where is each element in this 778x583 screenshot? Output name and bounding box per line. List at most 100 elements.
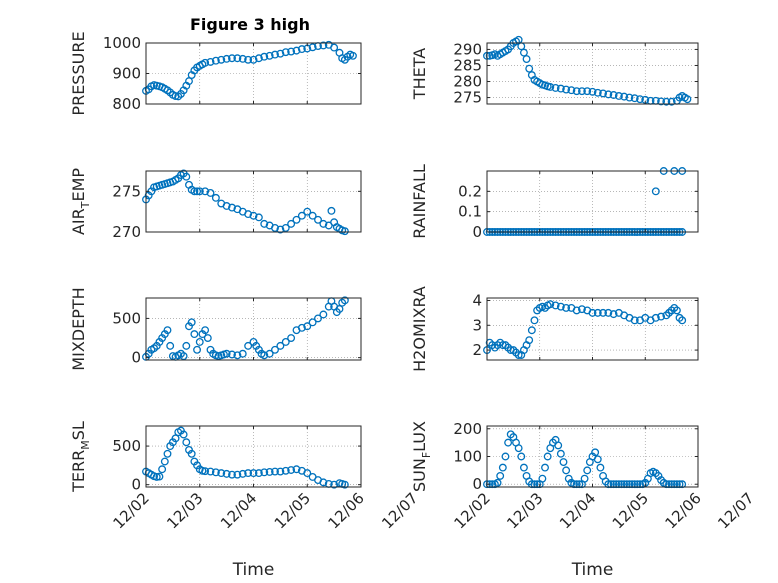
data-point (198, 466, 207, 475)
y-tick-label: 275 (453, 89, 482, 107)
data-point (651, 313, 660, 322)
panel-mixdepth: 0 500 MIXDEPTH (69, 287, 362, 371)
data-point (271, 345, 279, 354)
data-point (228, 350, 236, 359)
y-tick-label: 285 (453, 56, 482, 74)
y-tick-label: 500 (112, 437, 141, 455)
data-point (187, 318, 196, 327)
y-tick-label: 0.2 (458, 182, 482, 200)
data-point (609, 310, 618, 319)
data-point (217, 469, 226, 478)
y-tick-label: 275 (112, 182, 141, 200)
data-point (260, 351, 269, 360)
data-point (617, 480, 626, 489)
data-point (562, 466, 571, 475)
data-point (308, 43, 317, 52)
data-point (572, 87, 581, 96)
data-point (628, 480, 637, 489)
data-point (335, 305, 344, 313)
data-point (233, 351, 242, 360)
data-point (195, 187, 204, 196)
data-point (683, 95, 692, 104)
data-point (593, 455, 602, 464)
data-point (276, 341, 285, 350)
data-point (599, 89, 607, 98)
data-point (195, 337, 204, 346)
y-tick-label: 100 (453, 448, 482, 466)
data-point (281, 223, 290, 232)
data-point (662, 480, 671, 489)
data-point (636, 480, 644, 489)
y-tick-label: 0 (131, 476, 141, 494)
y-axis-label: RAINFALL (410, 164, 429, 239)
y-tick-label: 1000 (103, 34, 141, 52)
data-point (281, 466, 290, 475)
data-point (265, 467, 274, 476)
data-point (591, 448, 600, 457)
data-point (556, 449, 565, 458)
data-point (554, 441, 563, 450)
data-point (678, 316, 687, 325)
data-point (297, 45, 306, 54)
data-point (340, 227, 349, 236)
y-axis-label: AIRTEMP (69, 168, 92, 235)
y-tick-label: 0 (472, 475, 482, 493)
x-tick-label: 12/03 (163, 489, 206, 532)
panel-h2omixra: 2 3 4 H2OMIXRA (410, 286, 699, 372)
x-axis-label: Time (571, 560, 614, 580)
x-tick-label: 12/03 (503, 489, 546, 532)
data-point (211, 193, 220, 202)
data-point (620, 480, 629, 489)
data-point (297, 323, 306, 332)
y-tick-label: 3 (472, 316, 482, 334)
data-point (614, 480, 623, 489)
data-point (166, 341, 175, 350)
data-point (287, 219, 296, 228)
data-point (179, 352, 188, 361)
panel-sun_flux: 0 100 200 SUNFLUX 12/02 12/03 12/04 12/05 12/06 1… (410, 420, 758, 580)
data-point (244, 341, 253, 350)
data-point (583, 87, 592, 96)
data-point (233, 54, 242, 63)
data-point (575, 480, 584, 489)
x-tick-label: 12/02 (110, 489, 153, 532)
data-point (187, 449, 196, 458)
data-point (222, 469, 231, 478)
data-point (567, 86, 576, 95)
data-point (612, 480, 621, 489)
data-point (249, 55, 258, 64)
x-tick-label: 12/06 (662, 489, 705, 532)
data-point (514, 444, 523, 453)
y-axis-label: PRESSURE (69, 31, 88, 115)
x-tick-label: 12/04 (217, 489, 260, 532)
data-point (201, 58, 210, 67)
data-point (201, 326, 210, 335)
data-point (244, 210, 253, 219)
data-point (562, 303, 571, 312)
panel-pressure: 800 900 1000 PRESSURE (69, 31, 362, 116)
data-point (206, 467, 215, 476)
data-point (314, 215, 322, 224)
data-point (222, 54, 231, 63)
data-point (578, 87, 586, 96)
data-point (158, 465, 167, 474)
data-point (636, 95, 644, 104)
data-point (260, 52, 269, 61)
data-point (625, 480, 634, 489)
data-point (287, 466, 296, 474)
panel-air_temp: 270 275 AIRTEMP (69, 168, 362, 241)
data-point (265, 51, 274, 60)
x-tick-label: 12/05 (609, 489, 652, 532)
data-point (308, 318, 317, 327)
data-point (625, 93, 634, 102)
data-point (517, 452, 526, 461)
data-point (519, 48, 528, 57)
data-point (179, 430, 188, 439)
data-point (314, 314, 322, 323)
data-point (228, 470, 236, 479)
data-point (665, 480, 673, 489)
data-point (217, 55, 226, 64)
y-axis-label: MIXDEPTH (69, 287, 88, 370)
data-point (556, 302, 565, 311)
data-point (193, 187, 202, 196)
